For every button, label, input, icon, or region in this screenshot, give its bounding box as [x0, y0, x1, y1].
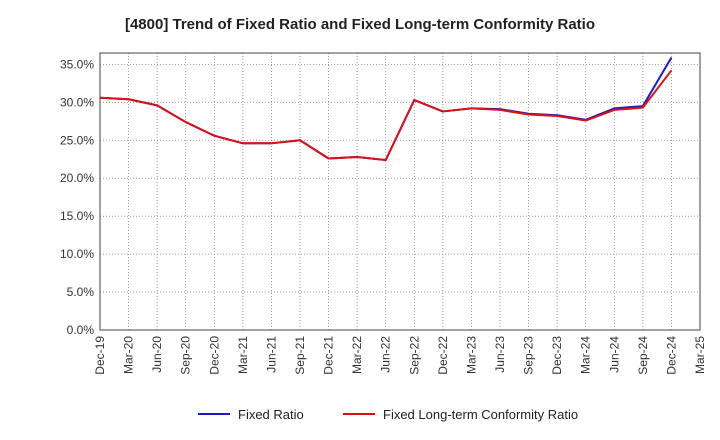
x-tick-label: Dec-19: [93, 336, 107, 375]
x-tick-label: Jun-22: [379, 336, 393, 373]
y-tick-label: 0.0%: [67, 323, 95, 337]
x-tick-label: Mar-25: [693, 336, 707, 374]
x-tick-label: Dec-23: [550, 336, 564, 375]
x-tick-label: Mar-22: [350, 336, 364, 374]
x-tick-label: Jun-20: [150, 336, 164, 373]
x-tick-label: Jun-21: [264, 336, 278, 373]
y-tick-label: 10.0%: [60, 247, 94, 261]
x-tick-label: Mar-24: [579, 336, 593, 374]
x-tick-label: Jun-24: [607, 336, 621, 373]
legend-item-fixed-long-term-conformity-ratio: Fixed Long-term Conformity Ratio: [343, 403, 578, 425]
y-tick-label: 15.0%: [60, 209, 94, 223]
y-tick-label: 20.0%: [60, 171, 94, 185]
chart-title: [4800] Trend of Fixed Ratio and Fixed Lo…: [124, 16, 596, 33]
x-tick-label: Sep-20: [179, 336, 193, 375]
legend-label-fixed-ratio: Fixed Ratio: [238, 406, 304, 422]
x-tick-label: Sep-22: [407, 336, 421, 375]
x-tick-label: Mar-20: [122, 336, 136, 374]
legend-swatch-fixed-ratio: [198, 413, 230, 415]
legend-item-fixed-ratio: Fixed Ratio: [198, 403, 304, 425]
x-tick-label: Mar-23: [464, 336, 478, 374]
plot-frame: [99, 52, 701, 331]
x-tick-label: Jun-23: [493, 336, 507, 373]
x-tick-label: Dec-24: [664, 336, 678, 375]
y-tick-label: 5.0%: [67, 285, 95, 299]
legend-label-fixed-long-term-conformity-ratio: Fixed Long-term Conformity Ratio: [383, 406, 579, 422]
y-tick-label: 25.0%: [60, 133, 94, 147]
legend-swatch-fixed-long-term-conformity-ratio: [343, 413, 375, 415]
series-line-fixed-long-term-conformity-ratio: [99, 69, 673, 162]
x-tick-label: Dec-20: [207, 336, 221, 375]
x-tick-label: Sep-21: [293, 336, 307, 375]
x-tick-label: Dec-22: [436, 336, 450, 375]
x-tick-label: Sep-23: [522, 336, 536, 375]
series-line-fixed-ratio: [99, 57, 673, 162]
x-tick-label: Mar-21: [236, 336, 250, 374]
x-tick-label: Dec-21: [322, 336, 336, 375]
y-tick-label: 30.0%: [60, 95, 94, 109]
y-tick-label: 35.0%: [60, 57, 94, 71]
legend: Fixed Ratio Fixed Long-term Conformity R…: [0, 403, 720, 425]
x-tick-label: Sep-24: [636, 336, 650, 375]
